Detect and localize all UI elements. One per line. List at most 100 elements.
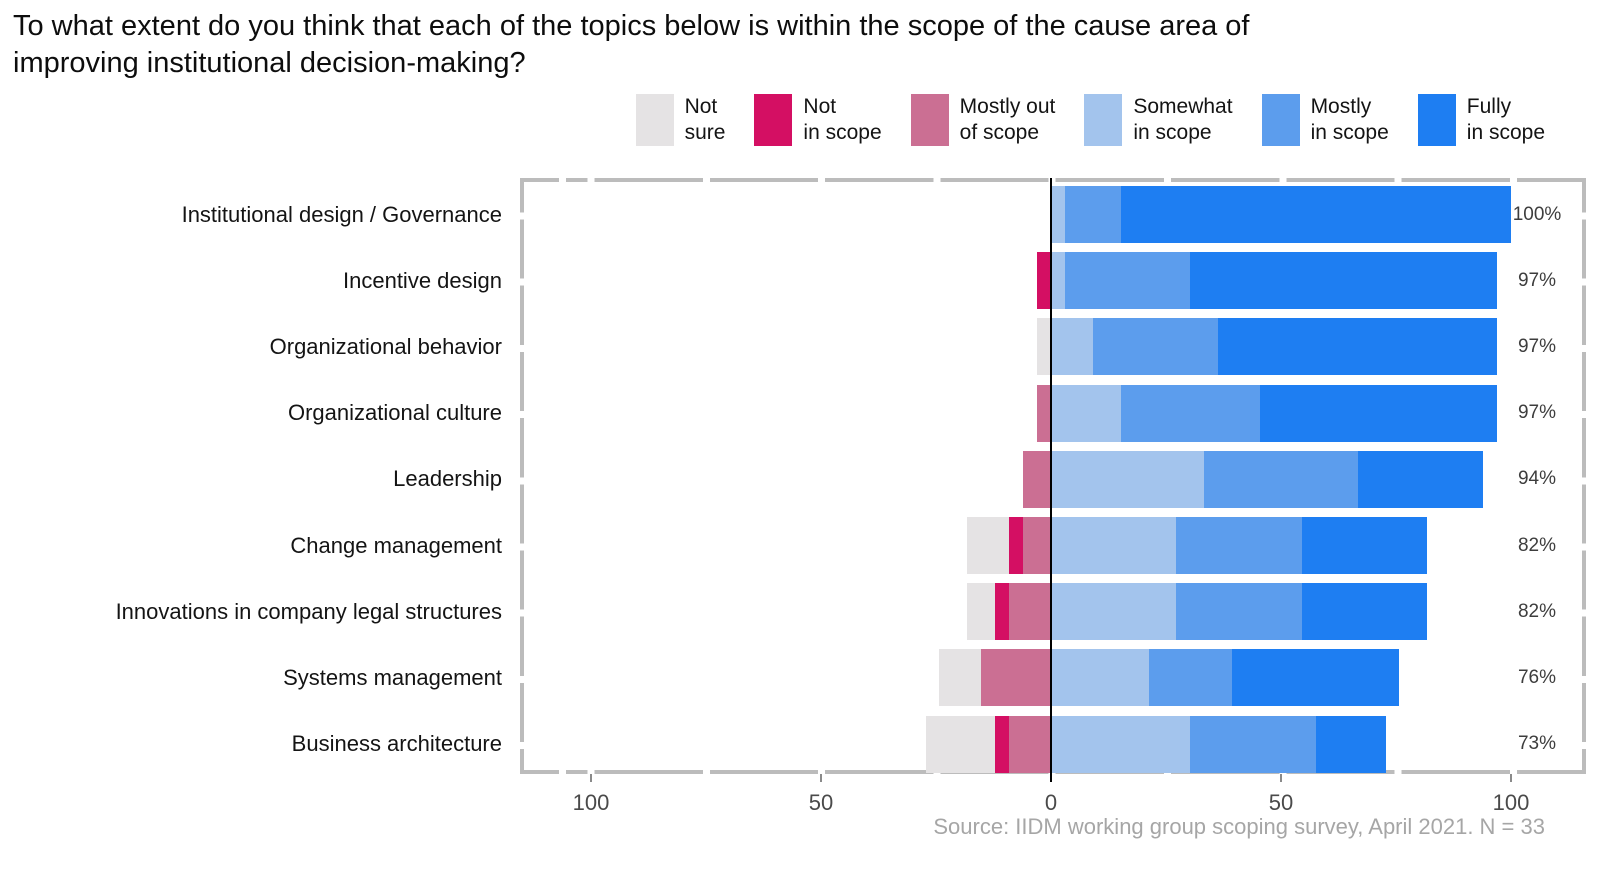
segment-mostly_in_scope <box>1120 384 1261 442</box>
bar-row-8 <box>520 649 1586 707</box>
legend-label-mostly_out_of_scope: Mostly out of scope <box>959 95 1056 144</box>
x-tick-label: 50 <box>1268 790 1294 815</box>
bar-row-2 <box>520 252 1586 310</box>
out-of-scope-group <box>1037 252 1051 310</box>
category-label: Change management <box>290 532 502 558</box>
total-percent-label: 97% <box>1517 269 1557 291</box>
bar-row-4 <box>520 384 1586 442</box>
legend-swatch-fully_in_scope <box>1417 94 1456 146</box>
out-of-scope-group <box>1037 384 1051 442</box>
x-tick-label: 100 <box>1492 790 1530 815</box>
legend-label-somewhat_in_scope: Somewhat in scope <box>1133 95 1233 144</box>
segment-mostly_out_of_scope <box>1009 583 1051 641</box>
in-scope-group <box>1051 649 1400 707</box>
out-of-scope-group <box>1023 450 1051 508</box>
legend-label-fully_in_scope: Fully in scope <box>1466 95 1545 144</box>
segment-not_sure <box>967 517 1010 574</box>
segment-mostly_in_scope <box>1148 649 1233 707</box>
segment-not_sure <box>925 715 996 773</box>
legend-item-somewhat_in_scope: Somewhat in scope <box>1084 94 1233 146</box>
segment-mostly_out_of_scope <box>1009 715 1051 773</box>
out-of-scope-group <box>939 649 1051 707</box>
total-percent-label: 82% <box>1517 600 1557 622</box>
x-tick-mark <box>820 774 822 782</box>
total-percent-label: 97% <box>1517 402 1557 424</box>
legend-label-not_sure: Not sure <box>684 95 726 144</box>
total-percent-label: 73% <box>1517 733 1557 755</box>
x-tick-mark <box>590 774 592 782</box>
segment-not_in_scope <box>1037 252 1051 310</box>
segment-not_sure <box>939 649 982 707</box>
segment-somewhat_in_scope <box>1051 252 1065 310</box>
segment-fully_in_scope <box>1120 186 1511 243</box>
legend-label-mostly_in_scope: Mostly in scope <box>1310 95 1389 144</box>
segment-mostly_in_scope <box>1064 252 1191 310</box>
legend-swatch-somewhat_in_scope <box>1084 94 1123 146</box>
category-label: Institutional design / Governance <box>181 201 502 227</box>
bar-row-9 <box>520 715 1586 773</box>
plot-panel <box>520 178 1586 782</box>
category-label: Leadership <box>393 466 502 492</box>
segment-mostly_in_scope <box>1176 583 1302 641</box>
legend-item-not_in_scope: Not in scope <box>754 94 882 146</box>
segment-not_in_scope <box>995 715 1010 773</box>
out-of-scope-group <box>967 517 1051 574</box>
segment-not_in_scope <box>995 583 1010 641</box>
bar-row-3 <box>520 318 1586 376</box>
out-of-scope-group <box>925 715 1051 773</box>
in-scope-group <box>1051 318 1498 376</box>
chart-title: To what extent do you think that each of… <box>13 8 1249 82</box>
source-caption: Source: IIDM working group scoping surve… <box>933 814 1545 839</box>
legend-item-mostly_in_scope: Mostly in scope <box>1261 94 1389 146</box>
segment-somewhat_in_scope <box>1051 450 1205 508</box>
segment-somewhat_in_scope <box>1051 649 1149 707</box>
segment-fully_in_scope <box>1315 715 1386 773</box>
total-percent-label: 97% <box>1517 335 1557 357</box>
segment-mostly_in_scope <box>1190 715 1316 773</box>
segment-mostly_in_scope <box>1064 186 1121 243</box>
segment-somewhat_in_scope <box>1051 186 1065 243</box>
segment-somewhat_in_scope <box>1051 318 1093 376</box>
in-scope-group <box>1051 583 1428 641</box>
segment-fully_in_scope <box>1232 649 1400 707</box>
category-label: Organizational behavior <box>269 333 502 359</box>
legend: Not sure Not in scope Mostly out of scope Some… <box>635 94 1545 146</box>
segment-fully_in_scope <box>1357 450 1484 508</box>
bar-row-7 <box>520 583 1586 641</box>
in-scope-group <box>1051 384 1498 442</box>
category-label: Incentive design <box>343 267 502 293</box>
legend-label-not_in_scope: Not in scope <box>803 95 882 144</box>
segment-mostly_out_of_scope <box>1037 384 1051 442</box>
segment-mostly_out_of_scope <box>1023 450 1051 508</box>
legend-swatch-mostly_out_of_scope <box>910 94 949 146</box>
legend-item-fully_in_scope: Fully in scope <box>1417 94 1545 146</box>
panel-border-right <box>1582 178 1586 774</box>
category-label: Innovations in company legal structures <box>115 598 502 624</box>
in-scope-group <box>1051 517 1428 574</box>
segment-fully_in_scope <box>1260 384 1498 442</box>
total-percent-label: 94% <box>1517 468 1557 490</box>
bar-row-1 <box>520 186 1586 243</box>
panel-border-left <box>520 178 524 774</box>
category-label: Organizational culture <box>287 400 502 426</box>
segment-fully_in_scope <box>1301 517 1428 574</box>
segment-mostly_out_of_scope <box>1023 517 1051 574</box>
x-tick-mark <box>1280 774 1282 782</box>
legend-swatch-not_in_scope <box>754 94 793 146</box>
segment-not_sure <box>967 583 996 641</box>
zero-baseline <box>1050 178 1052 782</box>
chart-title-line-1: To what extent do you think that each of… <box>13 10 1250 42</box>
segment-fully_in_scope <box>1301 583 1428 641</box>
segment-somewhat_in_scope <box>1051 384 1121 442</box>
legend-swatch-not_sure <box>635 94 674 146</box>
legend-item-mostly_out_of_scope: Mostly out of scope <box>910 94 1056 146</box>
category-label: Business architecture <box>291 731 502 757</box>
segment-mostly_out_of_scope <box>981 649 1051 707</box>
chart-title-line-2: improving institutional decision-making? <box>13 47 526 79</box>
segment-somewhat_in_scope <box>1051 583 1177 641</box>
x-tick-label: 50 <box>808 790 834 815</box>
segment-mostly_in_scope <box>1204 450 1358 508</box>
total-percent-label: 76% <box>1517 666 1557 688</box>
segment-fully_in_scope <box>1218 318 1498 376</box>
